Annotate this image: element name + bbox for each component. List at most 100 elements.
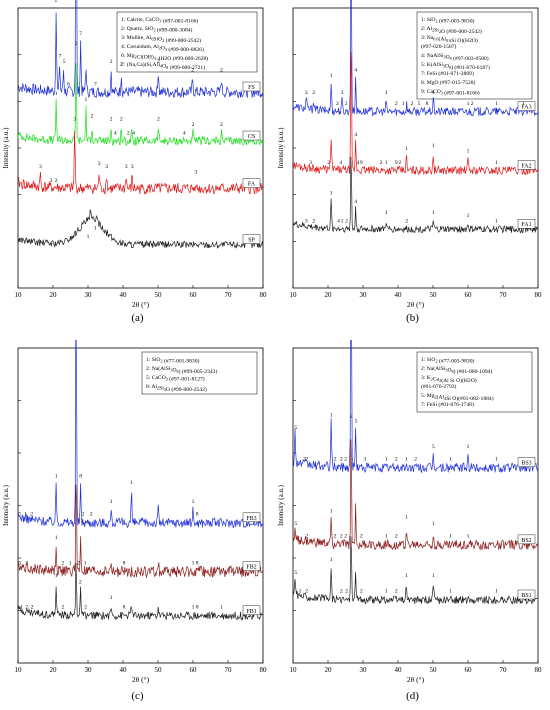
peak-label: 2 bbox=[334, 456, 337, 462]
peak-label: 2 bbox=[220, 67, 223, 73]
legend-entry: 7: FeSi (#01-071-3809) bbox=[421, 70, 474, 77]
peak-label: 2 bbox=[61, 560, 64, 566]
x-tick-label: 60 bbox=[190, 291, 198, 299]
peak-label: 2 bbox=[61, 604, 64, 610]
x-tick-label: 40 bbox=[395, 666, 403, 674]
peak-label: 3 bbox=[363, 456, 366, 462]
series-line-fa3 bbox=[292, 0, 539, 117]
peak-label: 1 bbox=[449, 589, 452, 595]
peak-label: 3 bbox=[303, 456, 306, 462]
series-line-fb1 bbox=[17, 563, 264, 621]
legend-entry: 9: CaCO3 (#97-001-8166) bbox=[421, 89, 480, 97]
peak-label: 2 bbox=[110, 116, 113, 122]
x-tick-label: 60 bbox=[465, 666, 473, 674]
peak-label: 3 bbox=[39, 164, 42, 170]
caption-a: (a) bbox=[131, 312, 144, 324]
peak-label: 2 bbox=[305, 456, 308, 462]
peak-label: 8 bbox=[123, 604, 126, 610]
x-tick-label: 20 bbox=[50, 666, 58, 674]
legend-entry: 4: NaAlSi3O8 (#97-003-0580) bbox=[421, 53, 489, 62]
peak-label: 2 bbox=[395, 101, 398, 107]
series-name-box bbox=[242, 178, 261, 188]
x-axis-label: 2θ (°) bbox=[132, 675, 150, 684]
peak-label: 2 bbox=[55, 178, 58, 184]
peak-label: 8 bbox=[123, 560, 126, 566]
legend-entry: 2: Na(AlSi3O8) (#01-080-1094) bbox=[421, 365, 492, 375]
x-tick-label: 50 bbox=[155, 666, 163, 674]
peak-label: 2 bbox=[75, 41, 78, 47]
peak-label: 8 bbox=[79, 474, 82, 480]
peak-label: 2 bbox=[30, 512, 33, 518]
x-tick-label: 20 bbox=[50, 291, 58, 299]
series-name-box bbox=[517, 589, 536, 600]
peak-label: 1 bbox=[341, 219, 344, 225]
peak-label: 3 bbox=[309, 160, 312, 166]
peak-label: 1 bbox=[192, 499, 195, 505]
series-name-label: BS1 bbox=[521, 593, 531, 599]
series-line-sp bbox=[17, 208, 264, 250]
legend-box bbox=[416, 351, 533, 413]
peak-label: 5 bbox=[418, 101, 421, 107]
x-tick-label: 50 bbox=[155, 291, 163, 299]
xrd-chart-a: 10 20 30 40 50 60 70 80 2θ (°) Intensity (a.u.) 1:… bbox=[2, 0, 267, 309]
peak-label: 1 bbox=[130, 480, 133, 486]
x-tick-label: 30 bbox=[85, 291, 93, 299]
peak-label: 1 bbox=[385, 210, 388, 216]
peak-label: 1 bbox=[432, 573, 435, 579]
series-name-label: FB2 bbox=[246, 565, 256, 571]
peak-label: 1 bbox=[467, 534, 470, 540]
peak-label: 2 bbox=[305, 534, 308, 540]
peak-label: 3 bbox=[73, 116, 76, 122]
peak-label: 1 bbox=[449, 456, 452, 462]
peak-label: 1 bbox=[330, 557, 333, 563]
series-name-label: FA2 bbox=[521, 163, 531, 169]
peak-label: 4 bbox=[183, 130, 186, 136]
peak-label: 9 bbox=[395, 160, 398, 166]
series-name-box bbox=[242, 561, 261, 571]
y-axis-label: Intensity (a.u.) bbox=[2, 484, 10, 526]
legend-entry: 3: Na0.6(Al0.6Si O)(H2O) bbox=[421, 35, 478, 44]
caption-c: (c) bbox=[131, 690, 144, 702]
peak-label: 4 bbox=[354, 132, 357, 138]
peak-label: 1 bbox=[495, 101, 498, 107]
peak-label: 2 bbox=[336, 101, 339, 107]
peak-label: 2 bbox=[360, 589, 363, 595]
peak-label: 1 bbox=[495, 456, 498, 462]
chart-panel-b: 10 20 30 40 50 60 70 80 2θ (°) Intensity (a.u.) 1:… bbox=[275, 0, 550, 355]
peak-label: 1 bbox=[385, 90, 388, 96]
x-tick-label: 30 bbox=[360, 291, 368, 299]
peak-label: 3 bbox=[50, 178, 53, 184]
series-name-box bbox=[242, 234, 261, 244]
peak-label: 8 bbox=[196, 604, 199, 610]
peak-label: 2 bbox=[120, 62, 123, 68]
peak-label: 2 bbox=[110, 59, 113, 65]
peak-label: 2 bbox=[471, 101, 474, 107]
peak-label: 4 bbox=[337, 219, 340, 225]
peak-label: 1 bbox=[330, 412, 333, 418]
legend-entry: (#01-076-2793) bbox=[421, 383, 457, 390]
peak-label: 1 bbox=[385, 160, 388, 166]
peak-label: 2 bbox=[90, 512, 93, 518]
peak-label: 1 bbox=[55, 91, 58, 97]
legend-entry: 2: Quartz, SiO2 (#99-000-3084) bbox=[121, 26, 193, 34]
peak-label: 1 bbox=[405, 573, 408, 579]
peak-label: 7 bbox=[59, 53, 62, 59]
peak-label: 2 bbox=[305, 589, 308, 595]
peak-label: 1 bbox=[522, 101, 525, 107]
peak-label: 1 bbox=[330, 73, 333, 79]
x-tick-label: 70 bbox=[500, 666, 508, 674]
y-axis-label: Intensity (a.u.) bbox=[277, 127, 285, 169]
peak-label: 1 bbox=[55, 573, 58, 579]
peak-label: 2 bbox=[411, 101, 414, 107]
peak-label: 4 bbox=[354, 67, 357, 73]
peak-label: 2 bbox=[220, 122, 223, 128]
x-tick-label: 60 bbox=[465, 291, 473, 299]
peak-label: 3 bbox=[341, 90, 344, 96]
peak-label: 1 bbox=[467, 149, 470, 155]
legend-entry: 1: SiO2 (#77-001-9830) bbox=[146, 357, 200, 365]
peak-label: 7 bbox=[79, 31, 82, 37]
peak-label: 3 bbox=[305, 219, 308, 225]
legend-entry: 8: Al2Si2O (#99-000-2542) bbox=[146, 384, 207, 393]
series-name-box bbox=[242, 130, 261, 141]
series-line-fs bbox=[17, 0, 264, 99]
